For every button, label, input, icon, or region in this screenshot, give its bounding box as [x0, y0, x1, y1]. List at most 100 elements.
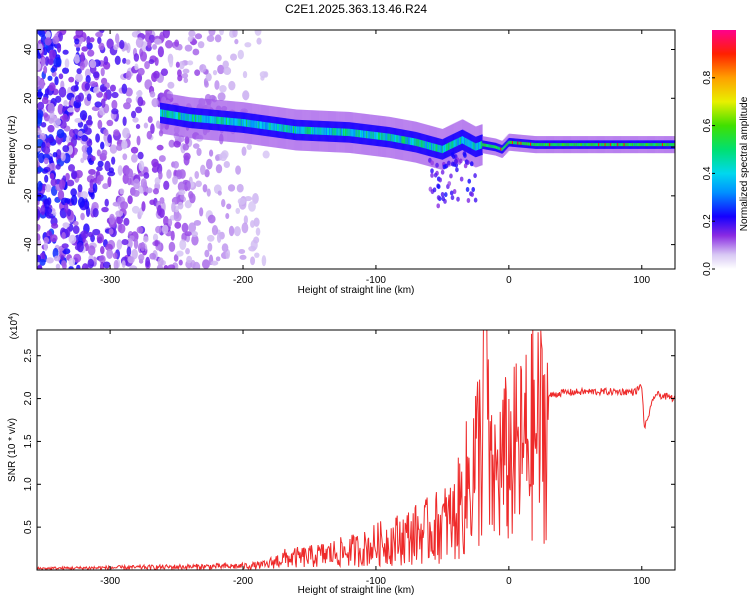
- snr-series-line: [37, 330, 675, 570]
- spectrogram-ridge-core: [337, 128, 340, 136]
- spectrogram-noise-blob: [60, 152, 66, 162]
- spectrogram-noise-blob: [88, 168, 96, 175]
- colorbar-tick-label: 0.8: [702, 70, 713, 84]
- spectrogram-noise-blob: [121, 83, 128, 95]
- spectrogram-ridge-core: [543, 143, 546, 147]
- spectrogram-frame: [36, 29, 676, 270]
- spectrogram-ridge-core: [669, 143, 671, 147]
- spectrogram-ridge-core: [280, 124, 282, 132]
- spectrogram-ridge-core: [522, 141, 525, 146]
- spectrogram-ridge-core: [293, 126, 296, 134]
- spectrogram-ridge-core: [317, 127, 319, 135]
- spectrogram-noise-blob: [163, 265, 169, 269]
- spectrogram-noise-blob: [222, 60, 229, 69]
- spectrogram-noise-blob: [143, 235, 149, 243]
- spectrogram-ridge-core: [400, 135, 402, 144]
- spectrogram-noise-blob: [168, 241, 176, 252]
- spectrogram-ridge-core: [406, 136, 409, 145]
- spectrogram-ridge-core: [178, 112, 180, 120]
- spectrogram-noise-blob: [92, 71, 100, 79]
- spectrogram-ridge-core: [368, 131, 371, 139]
- spectrogram-ridge-core: [430, 142, 432, 150]
- spectrogram-noise-blob: [135, 124, 141, 130]
- spectrogram-ridge-core: [216, 116, 218, 124]
- spectrogram-ridge-core: [439, 145, 442, 153]
- spectrogram-ridge-core: [438, 144, 441, 153]
- spectrogram-noise-blob: [57, 103, 64, 115]
- spectrogram-ridge-core: [564, 143, 566, 147]
- spectrogram-noise-blob: [178, 189, 186, 196]
- spectrogram-noise-blob: [237, 49, 244, 60]
- spectrogram-noise-blob: [123, 102, 131, 110]
- spectrogram-noise-blob: [151, 97, 159, 108]
- spectrogram-ridge-core: [459, 136, 462, 145]
- spectrogram-ridge-core: [475, 143, 478, 151]
- spectrogram-noise-blob: [204, 249, 210, 258]
- spectrogram-ridge-core: [555, 143, 558, 147]
- spectrogram-ridge-core: [441, 145, 444, 154]
- spectrogram-ridge-core: [608, 143, 611, 147]
- spectrogram-noise-blob: [73, 220, 79, 227]
- spectrogram-ridge-core: [291, 125, 294, 134]
- spectrogram-ridge-core: [611, 143, 614, 147]
- spectrogram-noise-blob: [152, 188, 159, 195]
- spectrogram-ridge-core: [626, 143, 629, 147]
- spectrogram-noise-blob: [116, 215, 123, 225]
- spectrogram-ridge-core: [524, 142, 527, 146]
- spectrogram-ridge-core: [493, 145, 496, 149]
- spectrogram-ridge-core: [600, 143, 602, 147]
- spectrogram-noise-blob: [52, 35, 60, 45]
- spectrogram-noise-blob: [81, 263, 89, 269]
- spectrogram-ridge-core: [218, 116, 221, 125]
- spectrogram-ridge-core: [333, 128, 335, 136]
- spectrogram-tail-blob: [436, 184, 441, 190]
- spectrogram-noise-blob: [56, 43, 62, 53]
- spectrogram-ridge-core: [577, 143, 580, 147]
- spectrogram-ridge-core: [599, 143, 601, 147]
- spectrogram-noise-blob: [48, 117, 54, 124]
- spectrogram-noise-blob: [145, 187, 153, 194]
- spectrogram-ridge-core: [163, 109, 165, 118]
- spectrogram-ridge-core: [234, 118, 237, 126]
- spectrogram-noise-blob: [172, 161, 179, 169]
- spectrogram-ridge-core: [192, 114, 195, 122]
- chart-title: C2E1.2025.363.13.46.R24: [285, 2, 427, 16]
- spectrogram-tail-blob: [452, 189, 457, 195]
- spectrogram-noise-blob: [184, 44, 193, 52]
- spectrogram-noise-blob: [86, 35, 91, 45]
- spectrogram-ridge-core: [645, 143, 648, 147]
- spectrogram-noise-blob: [132, 117, 139, 123]
- spectrogram-noise-blob: [195, 180, 202, 188]
- spectrogram-ridge-core: [546, 143, 548, 147]
- spectrogram-noise-blob: [37, 161, 40, 168]
- spectrogram-noise-blob: [97, 160, 104, 168]
- spectrogram-noise-blob: [211, 225, 219, 236]
- spectrogram-ridge-core: [336, 128, 339, 136]
- spectrogram-ridge-core: [632, 143, 634, 147]
- spectrogram-noise-blob: [62, 145, 70, 153]
- spectrogram-noise-blob: [96, 149, 101, 157]
- spectrogram-ridge-core: [448, 142, 450, 151]
- spectrogram-noise-blob: [221, 199, 226, 208]
- spectrogram-ridge-core: [409, 137, 412, 145]
- spectrogram-ridge-core: [544, 143, 547, 147]
- spectrogram-noise-blob: [172, 175, 178, 185]
- spectrogram-ridge-core: [228, 117, 230, 126]
- spectrogram-tail-blob: [441, 196, 446, 202]
- spectrogram-ridge-core: [650, 143, 652, 147]
- spectrogram-tail-blob: [454, 159, 458, 165]
- spectrogram-ridge-core: [570, 143, 573, 147]
- spectrogram-noise-blob: [243, 90, 249, 101]
- spectrogram-ridge-core: [273, 123, 276, 131]
- spectrogram-ridge-core: [586, 143, 589, 147]
- spectrogram-ridge-core: [606, 143, 609, 147]
- spectrogram-noise-blob: [91, 155, 96, 162]
- spectrogram-ridge-core: [639, 143, 642, 147]
- spectrogram-ridge-core: [412, 137, 414, 146]
- spectrogram-xtick-label: -100: [366, 275, 386, 286]
- spectrogram-ridge-core: [492, 145, 495, 149]
- spectrogram-noise-blob: [37, 128, 42, 136]
- spectrogram-ridge-core: [281, 124, 283, 132]
- spectrogram-noise-blob: [248, 201, 256, 212]
